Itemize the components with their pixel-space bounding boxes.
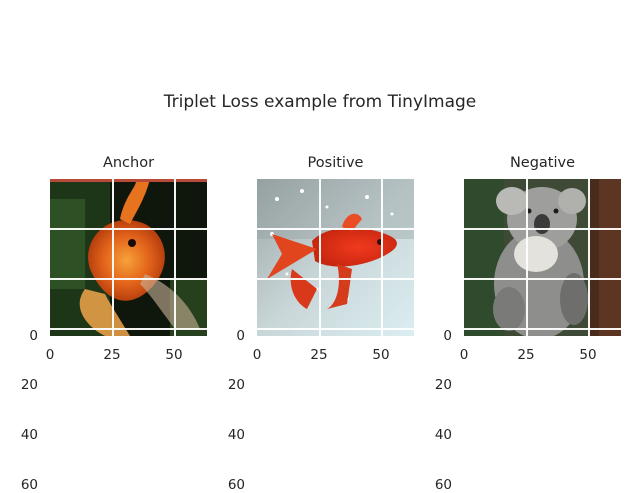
- positive-ytick-20: 20: [227, 377, 245, 393]
- positive-ytick-0: 0: [236, 328, 245, 344]
- positive-xtick-50: 50: [372, 347, 390, 363]
- positive-xtick-25: 25: [310, 347, 328, 363]
- negative-ytick-40: 40: [434, 427, 452, 443]
- positive-panel: Positive: [207, 155, 437, 492]
- anchor-title: Anchor: [102, 155, 155, 171]
- anchor-ytick-0: 0: [29, 328, 38, 344]
- anchor-ytick-20: 20: [20, 377, 38, 393]
- negative-xtick-50: 50: [579, 347, 597, 363]
- negative-xtick-25: 25: [517, 347, 535, 363]
- anchor-xtick-25: 25: [103, 347, 121, 363]
- positive-xtick-0: 0: [252, 347, 262, 363]
- anchor-panel: Anchor: [0, 155, 230, 492]
- anchor-image: [50, 179, 207, 336]
- anchor-xtick-50: 50: [165, 347, 183, 363]
- negative-ytick-60: 60: [434, 477, 452, 493]
- positive-ytick-60: 60: [227, 477, 245, 493]
- positive-ytick-40: 40: [227, 427, 245, 443]
- positive-title: Positive: [307, 155, 364, 171]
- positive-image: [257, 179, 414, 336]
- anchor-ytick-40: 40: [20, 427, 38, 443]
- anchor-xtick-0: 0: [45, 347, 55, 363]
- negative-title: Negative: [509, 155, 576, 171]
- negative-ytick-0: 0: [443, 328, 452, 344]
- anchor-ytick-60: 60: [20, 477, 38, 493]
- figure-title: Triplet Loss example from TinyImage: [163, 92, 477, 112]
- negative-xtick-0: 0: [459, 347, 469, 363]
- negative-panel: Negative 0: [414, 155, 640, 492]
- negative-ytick-20: 20: [434, 377, 452, 393]
- negative-image: [464, 179, 621, 336]
